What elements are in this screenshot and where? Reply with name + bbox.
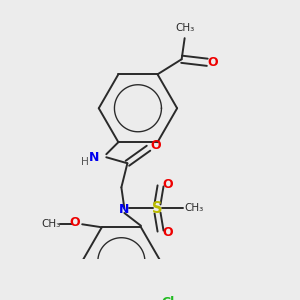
Text: N: N: [89, 151, 99, 164]
Text: H: H: [81, 157, 88, 167]
Text: CH₃: CH₃: [41, 219, 60, 229]
Text: S: S: [152, 201, 163, 216]
Text: O: O: [163, 178, 173, 191]
Text: O: O: [69, 216, 80, 229]
Text: O: O: [163, 226, 173, 239]
Text: CH₃: CH₃: [184, 203, 203, 214]
Text: O: O: [207, 56, 218, 69]
Text: Cl: Cl: [161, 296, 175, 300]
Text: CH₃: CH₃: [175, 22, 194, 33]
Text: O: O: [151, 139, 161, 152]
Text: N: N: [119, 203, 130, 217]
